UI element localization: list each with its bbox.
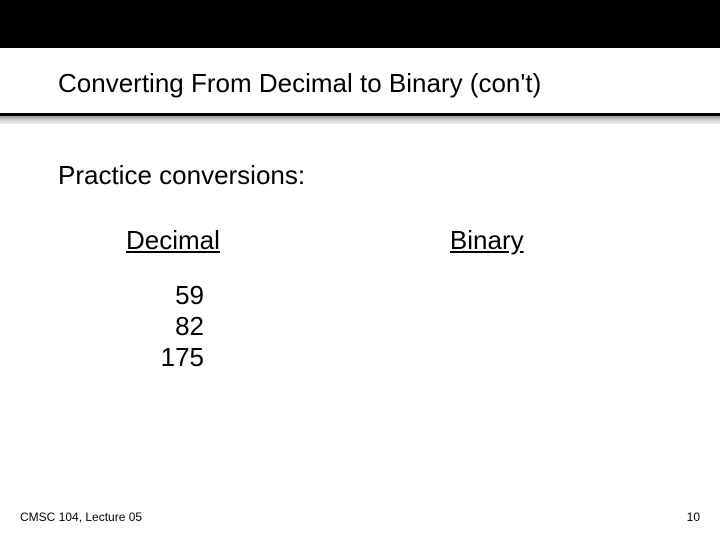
binary-column: Binary: [450, 225, 524, 256]
slide-container: Converting From Decimal to Binary (con't…: [0, 0, 720, 540]
column-headers: Decimal Binary: [58, 225, 662, 256]
top-black-bar: [0, 0, 720, 48]
separator-grey: [0, 116, 720, 124]
binary-header: Binary: [450, 225, 524, 256]
decimal-value-3: 175: [156, 342, 204, 373]
decimal-header: Decimal: [126, 225, 220, 256]
decimal-value-1: 59: [156, 280, 204, 311]
content-area: Practice conversions: Decimal Binary 59 …: [0, 160, 720, 374]
decimal-value-2: 82: [156, 311, 204, 342]
decimal-values-list: 59 82 175: [156, 280, 662, 374]
separator-line: [0, 113, 720, 124]
subtitle-text: Practice conversions:: [58, 160, 662, 191]
slide-title: Converting From Decimal to Binary (con't…: [58, 68, 720, 99]
decimal-column: Decimal: [126, 225, 220, 256]
footer-page-number: 10: [687, 510, 700, 524]
footer-course-info: CMSC 104, Lecture 05: [20, 510, 142, 524]
